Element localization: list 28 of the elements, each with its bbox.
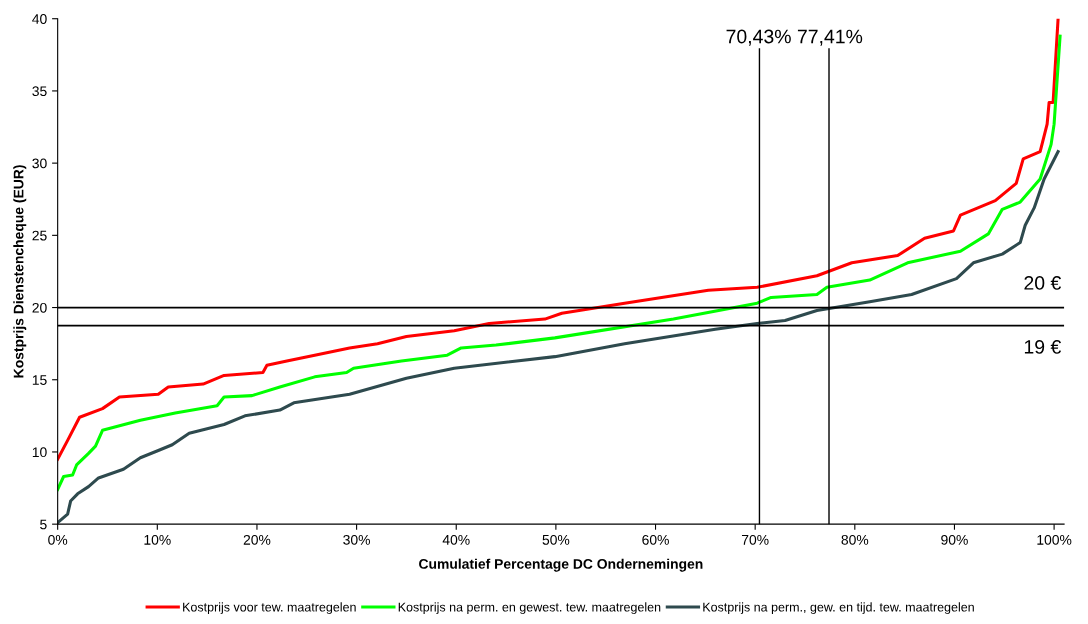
x-tick-label: 40%: [442, 534, 470, 545]
x-tick-label: 70%: [741, 534, 769, 545]
x-tick-label: 20%: [243, 534, 271, 545]
x-tick-label: 80%: [841, 534, 869, 545]
ref-line-label: 20 €: [1024, 276, 1062, 290]
y-tick-label: 5: [40, 519, 47, 530]
y-tick-label: 10: [32, 447, 47, 458]
y-tick-label: 25: [32, 230, 47, 241]
text: 70,43% 77,41%: [726, 29, 863, 46]
y-tick-label: 30: [32, 158, 47, 169]
y-tick-label: 20: [32, 302, 47, 313]
x-tick-label: 60%: [642, 534, 669, 545]
ref-line-label: 19 €: [1024, 340, 1062, 354]
x-tick-label: 90%: [941, 534, 968, 545]
y-axis-title: Kostprijs Dienstencheque (EUR): [13, 165, 27, 378]
x-tick-label: 30%: [343, 534, 370, 545]
x-tick-label: 50%: [542, 534, 570, 545]
legend-label: Kostprijs voor tew. maatregelen: [183, 602, 356, 614]
legend-label: Kostprijs na perm. en gewest. tew. maatregelen: [398, 602, 661, 614]
line-series: [57, 150, 1060, 525]
x-tick-label: 0%: [48, 534, 68, 545]
x-tick-label: 10%: [144, 534, 171, 545]
legend-label: Kostprijs na perm., gew. en tijd. tew. maatregelen: [703, 602, 974, 614]
y-tick-label: 40: [32, 14, 47, 24]
y-tick-label: 35: [32, 86, 47, 97]
x-axis-title: Cumulatief Percentage DC Ondernemingen: [419, 558, 703, 572]
y-tick-label: 15: [32, 375, 47, 385]
x-tick-label: 100%: [1037, 534, 1072, 545]
